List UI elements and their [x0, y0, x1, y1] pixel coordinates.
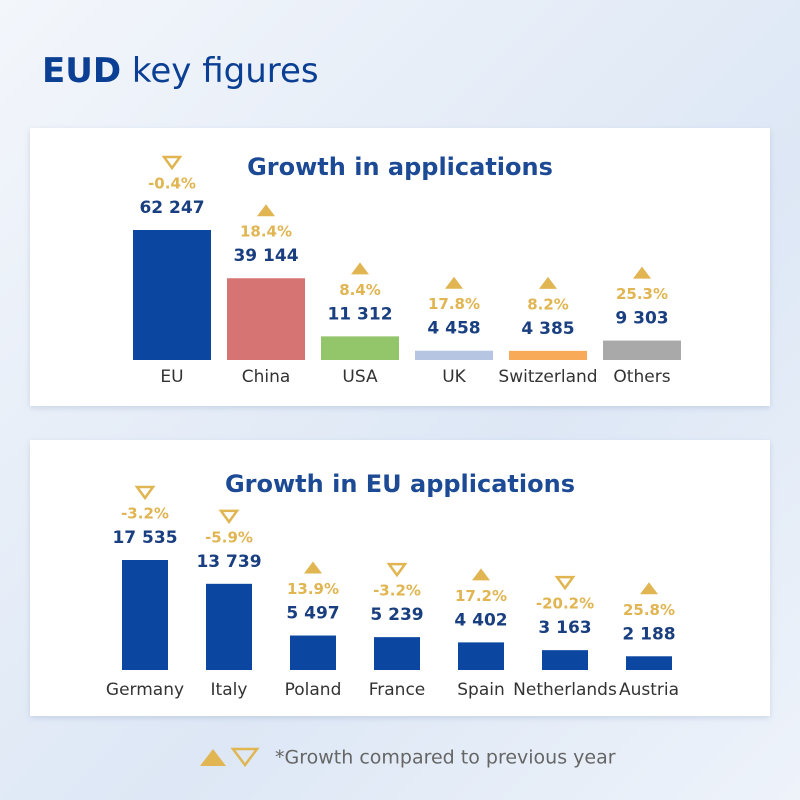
- value-label: 62 247: [139, 198, 204, 218]
- category-label: Spain: [457, 680, 505, 700]
- footnote: *Growth compared to previous year: [275, 747, 616, 769]
- category-label: USA: [342, 367, 378, 387]
- bar: [290, 635, 336, 670]
- growth-arrow-up: [633, 266, 651, 279]
- bar: [509, 350, 587, 360]
- bar: [603, 340, 681, 360]
- chart-title: Growth in applications: [247, 153, 553, 181]
- growth-label: -0.4%: [148, 175, 196, 193]
- category-label: Austria: [619, 680, 679, 700]
- value-label: 17 535: [112, 528, 177, 548]
- page-title: EUD key figures: [42, 51, 319, 91]
- bar: [374, 637, 420, 670]
- growth-arrow-up: [257, 204, 275, 217]
- category-label: Netherlands: [513, 680, 617, 700]
- category-label: China: [242, 367, 291, 387]
- growth-arrow-up: [472, 568, 490, 581]
- value-label: 4 458: [427, 319, 480, 339]
- chart-title: Growth in EU applications: [225, 470, 575, 498]
- growth-arrow-up: [640, 582, 658, 595]
- category-label: Others: [613, 367, 670, 387]
- category-label: UK: [442, 367, 466, 387]
- value-label: 3 163: [538, 618, 591, 638]
- value-label: 39 144: [233, 246, 298, 266]
- growth-label: 18.4%: [240, 223, 292, 241]
- growth-label: 17.8%: [428, 295, 480, 313]
- growth-label: 8.4%: [339, 281, 381, 299]
- growth-arrow-down: [218, 509, 240, 524]
- value-label: 13 739: [196, 552, 261, 572]
- growth-arrow-down: [134, 485, 156, 501]
- category-label: Italy: [211, 680, 248, 700]
- growth-label: 8.2%: [527, 295, 569, 313]
- growth-label: 17.2%: [455, 587, 507, 605]
- charts: Growth in applications EU 62 247 -0.4% China…: [106, 153, 681, 700]
- bar: [321, 336, 399, 360]
- bar: [415, 350, 493, 360]
- bar: [542, 650, 588, 670]
- category-label: Poland: [285, 680, 342, 700]
- category-label: France: [369, 680, 426, 700]
- growth-label: 25.8%: [623, 601, 675, 619]
- category-label: EU: [160, 367, 183, 387]
- value-label: 4 385: [521, 319, 574, 339]
- growth-label: 25.3%: [616, 285, 668, 303]
- category-label: Switzerland: [498, 367, 597, 387]
- value-label: 4 402: [454, 610, 507, 630]
- growth-label: -3.2%: [121, 505, 169, 523]
- growth-arrow-down: [386, 562, 408, 578]
- bar: [626, 656, 672, 670]
- title-rest: key figures: [132, 51, 319, 91]
- growth-label: 13.9%: [287, 580, 339, 598]
- value-label: 2 188: [622, 624, 675, 644]
- bar: [122, 560, 168, 670]
- bar: [227, 278, 305, 360]
- bar: [458, 642, 504, 670]
- growth-label: -3.2%: [373, 582, 421, 600]
- value-label: 5 497: [286, 604, 339, 624]
- growth-arrow-down: [161, 155, 183, 171]
- bar: [133, 230, 211, 360]
- value-label: 11 312: [327, 304, 392, 324]
- growth-label: -5.9%: [205, 528, 253, 546]
- legend-down-arrow: [230, 747, 260, 768]
- growth-arrow-up: [304, 561, 322, 574]
- growth-arrow-up: [539, 276, 557, 289]
- growth-arrow-down: [554, 575, 576, 591]
- value-label: 9 303: [615, 309, 668, 329]
- bar: [206, 583, 252, 670]
- growth-arrow-up: [445, 276, 463, 289]
- growth-arrow-up: [351, 262, 369, 275]
- title-bold: EUD: [42, 51, 121, 91]
- category-label: Germany: [106, 680, 184, 700]
- value-label: 5 239: [370, 605, 423, 625]
- growth-label: -20.2%: [536, 595, 594, 613]
- legend-up-arrow: [200, 749, 226, 766]
